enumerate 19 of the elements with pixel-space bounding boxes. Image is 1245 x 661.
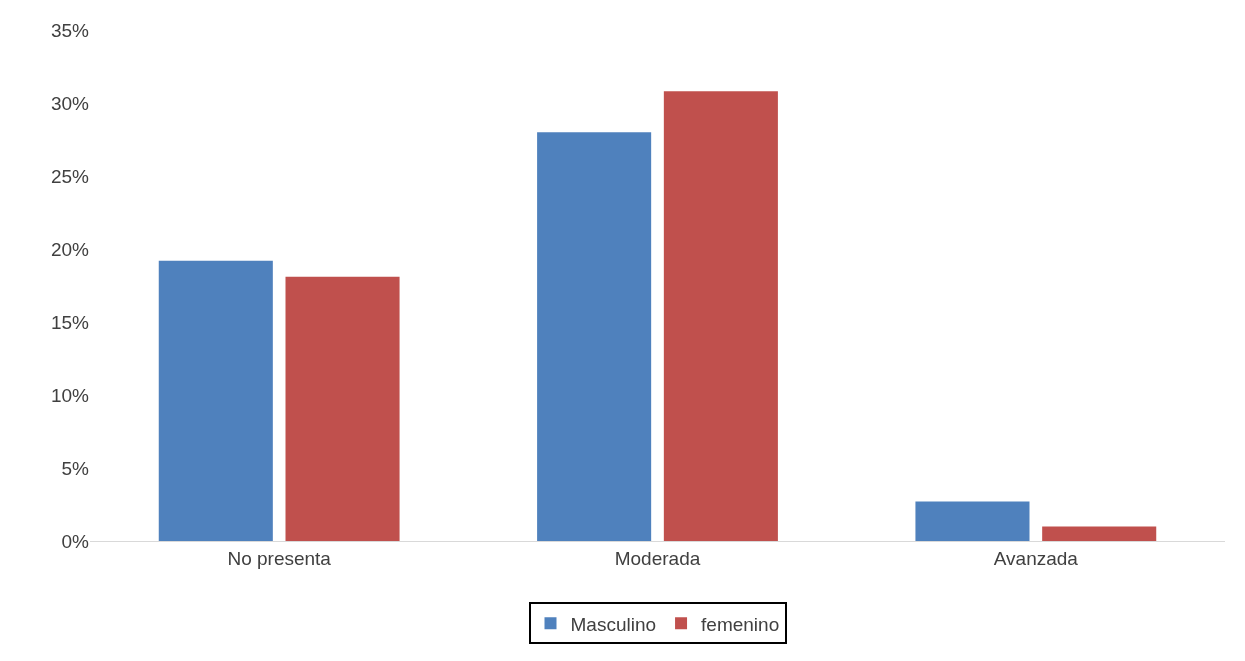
x-tick-label: Avanzada <box>993 547 1079 569</box>
x-tick-label: Moderada <box>614 547 701 569</box>
y-tick-label: 10% <box>50 384 90 406</box>
bar <box>158 260 273 541</box>
y-tick-label: 30% <box>50 92 90 114</box>
y-tick-label: 5% <box>61 457 90 479</box>
y-tick-label: 20% <box>50 238 90 260</box>
legend-label: femenino <box>701 613 780 635</box>
y-tick-label: 0% <box>61 530 90 552</box>
legend-label: Masculino <box>570 613 657 635</box>
bar <box>915 501 1030 541</box>
bar <box>537 132 652 541</box>
bar <box>663 91 778 541</box>
y-tick-label: 15% <box>50 311 90 333</box>
bar <box>285 276 400 541</box>
bar <box>1042 526 1157 541</box>
y-tick-label: 25% <box>50 165 90 187</box>
x-tick-label: No presenta <box>227 547 332 569</box>
y-tick-label: 35% <box>50 19 90 41</box>
